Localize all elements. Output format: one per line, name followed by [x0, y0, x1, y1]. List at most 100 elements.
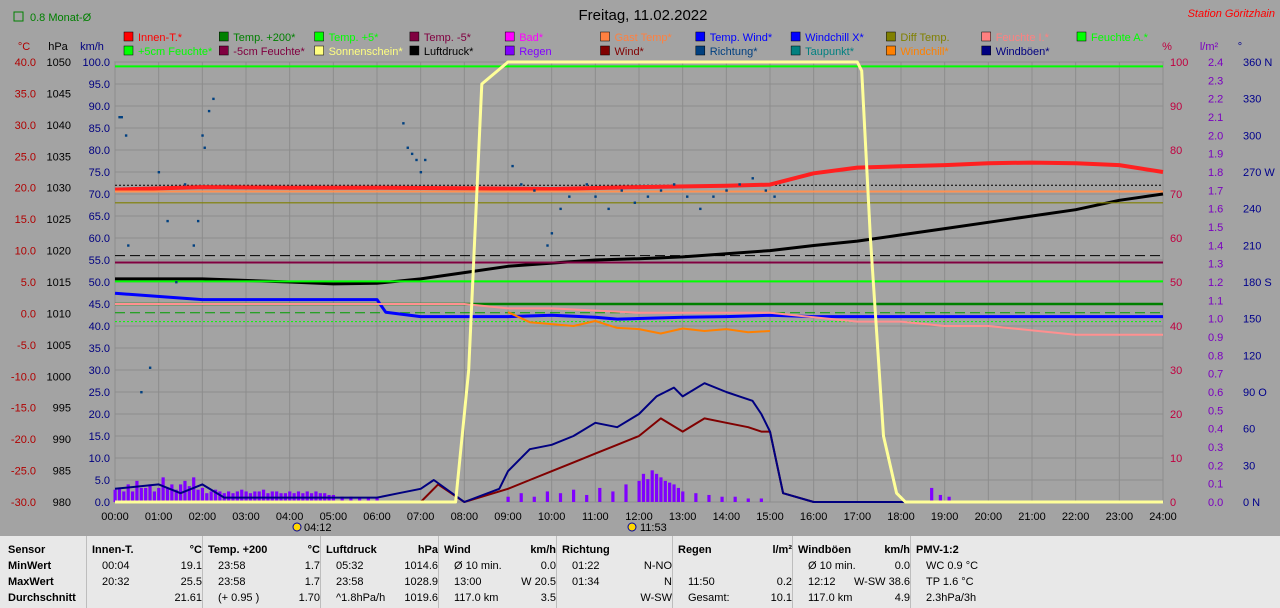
rain-bar — [174, 489, 178, 502]
axis-tick-rain-lm2: 1.9 — [1208, 149, 1223, 161]
group-title: Windböen — [798, 544, 852, 556]
legend-label: Gast Temp* — [615, 32, 673, 44]
axis-tick-pressure-hpa: 1045 — [47, 88, 71, 100]
statistics-table: Sensor MinWert MaxWert Durchschnitt Innen-T.… — [0, 536, 1280, 608]
axis-tick-wind-kmh: 35.0 — [89, 343, 110, 355]
rain-bar — [148, 484, 152, 502]
group-unit: l/m² — [772, 544, 792, 556]
rain-bar — [598, 487, 602, 502]
legend-swatch — [219, 31, 229, 42]
axis-tick-direction: 330 — [1243, 94, 1261, 106]
legend-label: Innen-T.* — [138, 32, 183, 44]
x-tick-label: 16:00 — [800, 511, 828, 523]
axis-tick-humidity-pct: 30 — [1170, 365, 1182, 377]
direction-point — [520, 183, 523, 186]
group-cell-right: 1.7 — [304, 560, 320, 572]
direction-point — [406, 146, 409, 149]
group-cell-left: 13:00 — [454, 576, 482, 588]
direction-point — [620, 189, 623, 192]
axis-tick-humidity-pct: 80 — [1170, 145, 1182, 157]
axis-tick-temp-c: -25.0 — [11, 466, 36, 478]
column-separator — [672, 536, 673, 608]
legend-label: Temp. +200* — [233, 32, 296, 44]
rain-bar — [152, 491, 156, 502]
axis-tick-temp-c: 30.0 — [15, 120, 36, 132]
x-tick-label: 14:00 — [713, 511, 741, 523]
group-title: Innen-T. — [92, 544, 134, 556]
rain-bar — [663, 480, 667, 502]
group-cell-right: W-SW — [640, 592, 672, 604]
group-unit: km/h — [884, 544, 910, 556]
group-cell-right: N-NO — [643, 560, 672, 572]
axis-tick-direction: 180 S — [1243, 277, 1272, 289]
axis-tick-humidity-pct: 50 — [1170, 277, 1182, 289]
axis-tick-rain-lm2: 1.4 — [1208, 240, 1223, 252]
direction-point — [546, 244, 549, 247]
axis-tick-wind-kmh: 60.0 — [89, 233, 110, 245]
axis-tick-temp-c: 10.0 — [15, 246, 36, 258]
axis-tick-wind-kmh: 45.0 — [89, 299, 110, 311]
legend-swatch — [504, 45, 515, 56]
axis-tick-direction: 90 O — [1243, 387, 1267, 399]
x-tick-label: 08:00 — [451, 511, 479, 523]
axis-tick-humidity-pct: 0 — [1170, 497, 1176, 509]
group-cell-right: W 20.5 — [521, 576, 556, 588]
axis-tick-rain-lm2: 1.1 — [1208, 295, 1223, 307]
group-cell-left: 05:32 — [336, 560, 364, 572]
series-feuchte-i — [115, 303, 1163, 336]
direction-point — [672, 183, 676, 186]
group-cell-left: 23:58 — [336, 576, 364, 588]
axis-tick-rain-lm2: 0.0 — [1208, 497, 1223, 509]
legend-label: Windchill X* — [805, 32, 864, 44]
axis-tick-rain-lm2: 2.0 — [1208, 130, 1223, 142]
axis-tick-direction: 300 — [1243, 130, 1261, 142]
axis-label-wind-kmh: km/h — [80, 41, 104, 53]
direction-point — [192, 244, 195, 247]
legend-swatch — [886, 45, 896, 56]
axis-tick-pressure-hpa: 980 — [53, 497, 71, 509]
group-cell-right: 19.1 — [180, 560, 202, 572]
legend-swatch — [219, 45, 229, 56]
rain-bar — [668, 482, 672, 502]
legend-swatch — [790, 31, 801, 42]
rain-bar — [637, 480, 641, 502]
rain-bar — [200, 487, 205, 502]
group-cell-right: 25.5 — [180, 576, 202, 588]
axis-tick-rain-lm2: 0.1 — [1208, 479, 1223, 491]
direction-point — [585, 183, 588, 186]
legend-swatch — [1076, 31, 1087, 42]
direction-point — [212, 97, 215, 101]
group-cell-right: 0.2 — [776, 576, 792, 588]
sunrise-label: 04:12 — [304, 522, 332, 534]
direction-point — [140, 391, 143, 394]
direction-point — [607, 207, 610, 211]
rain-bar — [165, 487, 170, 502]
axis-label-rain-lm2: l/m² — [1200, 41, 1219, 53]
axis-tick-pressure-hpa: 1050 — [47, 57, 71, 69]
legend-swatch — [409, 31, 420, 42]
legend-label: Luftdruck* — [424, 46, 474, 58]
axis-tick-wind-kmh: 5.0 — [95, 475, 110, 487]
axis-tick-temp-c: -10.0 — [11, 371, 36, 383]
x-tick-label: 24:00 — [1149, 511, 1177, 523]
axis-tick-temp-c: -15.0 — [11, 403, 36, 415]
axis-tick-temp-c: 15.0 — [15, 214, 36, 226]
group-title: Regen — [678, 544, 712, 556]
axis-tick-rain-lm2: 0.2 — [1208, 460, 1223, 472]
direction-point — [712, 195, 715, 198]
axis-label-direction: ° — [1238, 41, 1242, 53]
direction-point — [533, 189, 536, 192]
x-tick-label: 23:00 — [1106, 511, 1134, 523]
column-separator — [792, 536, 793, 608]
group-cell-left: 20:32 — [102, 576, 130, 588]
axis-tick-direction: 360 N — [1243, 57, 1272, 69]
group-title: Richtung — [562, 544, 610, 556]
axis-tick-rain-lm2: 2.1 — [1208, 112, 1223, 124]
rain-bar — [641, 473, 646, 502]
rain-bar — [759, 498, 763, 502]
x-tick-label: 19:00 — [931, 511, 959, 523]
sunrise-icon — [292, 522, 302, 532]
rain-bar — [130, 491, 135, 502]
group-title: PMV-1:2 — [916, 544, 959, 556]
axis-tick-rain-lm2: 1.3 — [1208, 259, 1223, 271]
